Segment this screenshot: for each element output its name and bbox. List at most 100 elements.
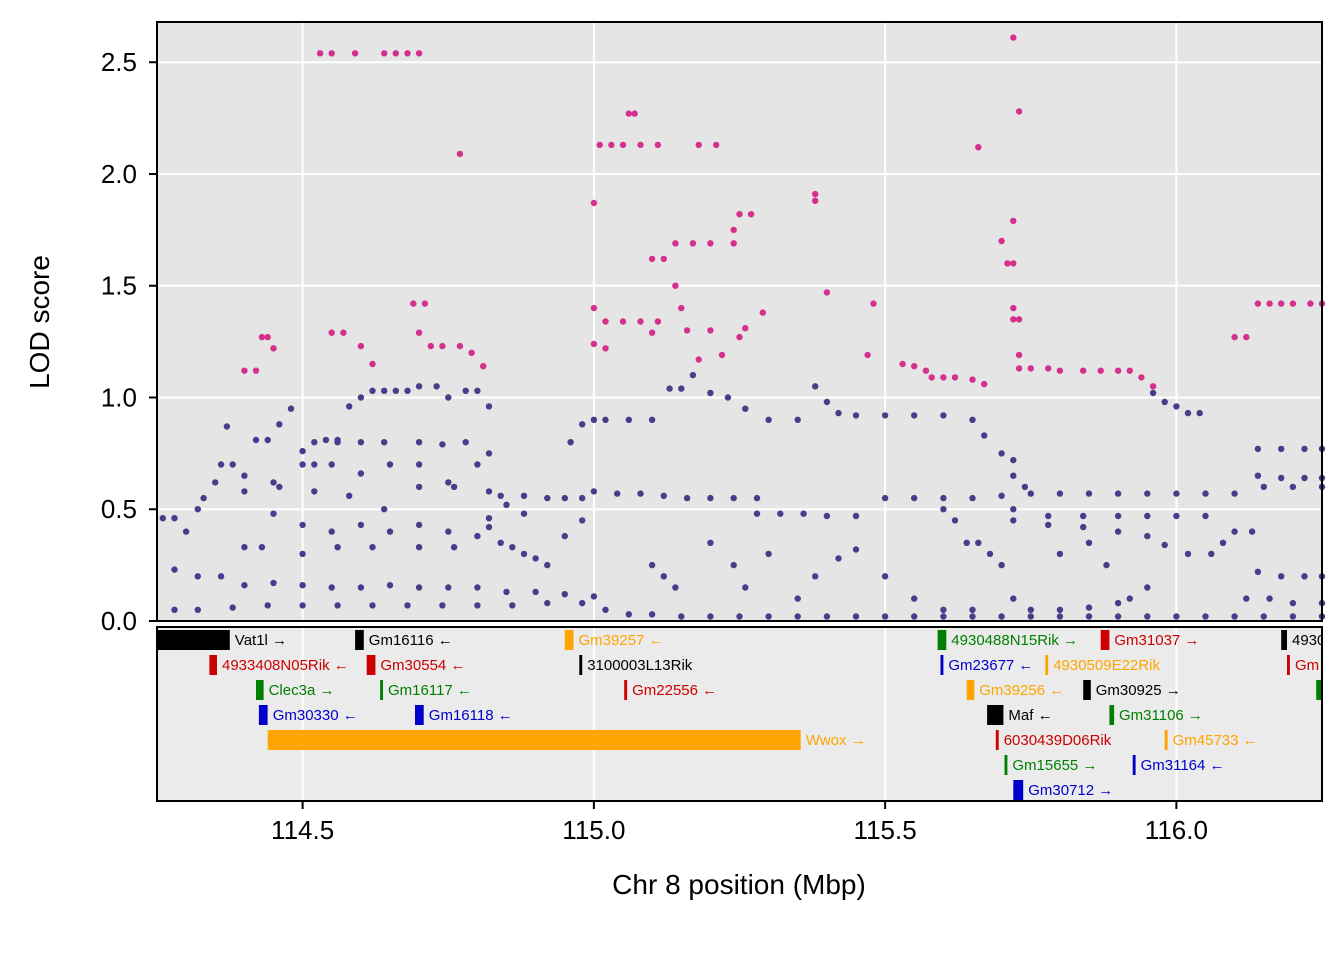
lod-point — [450, 483, 458, 491]
lod-point — [963, 539, 970, 546]
lod-point — [334, 544, 341, 551]
lod-point — [328, 461, 335, 468]
lod-point — [940, 412, 947, 419]
lod-point — [258, 544, 266, 551]
lod-point — [672, 282, 679, 289]
gene-box — [1045, 655, 1049, 675]
lod-point — [357, 342, 365, 350]
lod-point — [217, 461, 225, 468]
lod-point — [660, 573, 667, 580]
lod-point — [998, 561, 1005, 569]
lod-point — [1010, 34, 1017, 41]
lod-point — [596, 141, 603, 149]
lod-point — [590, 593, 598, 600]
lod-point — [794, 416, 801, 423]
lod-point — [1260, 613, 1268, 620]
lod-point — [637, 490, 644, 497]
lod-point — [1114, 613, 1122, 620]
lod-point — [852, 546, 860, 553]
gene-panel-background — [157, 627, 1322, 801]
y-tick-label: 1.0 — [101, 382, 137, 412]
lod-point — [1254, 568, 1262, 575]
lod-point — [415, 461, 423, 468]
lod-point — [1208, 550, 1215, 558]
lod-point — [608, 141, 615, 149]
lod-point — [311, 488, 318, 495]
lod-point — [1010, 506, 1017, 513]
lod-point — [1056, 490, 1064, 497]
lod-point — [1114, 367, 1122, 374]
lod-point — [870, 300, 877, 307]
lod-point — [1260, 483, 1268, 491]
lod-point — [316, 50, 324, 57]
x-tick-label: 114.5 — [271, 815, 334, 845]
lod-point — [678, 385, 685, 392]
gene-panel-grid — [301, 627, 1178, 801]
lod-point — [590, 340, 598, 348]
gene-label: 4930488N15Rik → — [951, 632, 1078, 649]
lod-point — [334, 439, 341, 446]
lod-point — [1144, 584, 1151, 591]
lod-point — [1015, 365, 1023, 372]
gene-box — [366, 655, 376, 675]
lod-point — [590, 304, 598, 312]
lod-point — [940, 494, 947, 502]
gene-box — [940, 655, 944, 675]
lod-point — [194, 506, 201, 513]
lod-point — [1015, 351, 1023, 359]
lod-point — [707, 613, 714, 620]
lod-point — [1027, 490, 1035, 497]
lod-point — [386, 461, 394, 468]
lod-point — [998, 237, 1005, 245]
lod-point — [736, 333, 743, 341]
lod-point — [369, 544, 376, 551]
lod-point — [654, 141, 662, 149]
lod-panel-background — [157, 22, 1322, 621]
lod-point — [998, 492, 1005, 499]
lod-point — [299, 461, 306, 468]
lod-point — [217, 573, 225, 580]
lod-point — [724, 394, 732, 401]
lod-point — [509, 602, 516, 609]
lod-point — [1056, 367, 1064, 374]
lod-point — [911, 613, 918, 620]
lod-point — [252, 367, 260, 374]
gene-label: 4933408N05Rik ← — [222, 657, 349, 674]
lod-point — [1254, 445, 1262, 453]
lod-point — [445, 479, 452, 486]
lod-point — [707, 327, 714, 334]
lod-point — [1010, 472, 1017, 479]
lod-point — [1266, 300, 1273, 307]
x-axis-title: Chr 8 position (Mbp) — [612, 869, 866, 900]
lod-point — [520, 510, 528, 517]
lod-point — [485, 488, 493, 495]
lod-point — [264, 333, 271, 341]
lod-point — [759, 309, 766, 316]
x-tick-label: 115.0 — [562, 815, 625, 845]
lod-point — [270, 345, 277, 352]
gene-annotations: Vat1l → Gm16116 ← Gm39257 ← 4930488N15Rik →… — [157, 630, 1322, 800]
lod-point — [456, 342, 464, 350]
lod-point — [474, 602, 481, 609]
grid-lines — [157, 22, 1322, 622]
lod-point — [1202, 490, 1209, 497]
lod-point — [1027, 365, 1035, 372]
lod-point — [381, 506, 388, 513]
lod-point — [1202, 613, 1209, 620]
lod-point — [1219, 539, 1227, 546]
lod-point — [648, 561, 656, 569]
lod-point — [660, 255, 667, 263]
lod-point — [509, 544, 516, 551]
gene-box — [1100, 630, 1110, 650]
lod-point — [1045, 521, 1052, 529]
lod-point — [445, 584, 452, 591]
lod-point — [1254, 472, 1262, 479]
lod-point — [369, 602, 376, 609]
lod-point — [619, 141, 627, 149]
lod-point — [1085, 613, 1093, 620]
lod-point — [474, 532, 481, 540]
lod-point — [1173, 490, 1180, 497]
lod-point — [1010, 595, 1017, 602]
lod-point — [835, 409, 842, 417]
